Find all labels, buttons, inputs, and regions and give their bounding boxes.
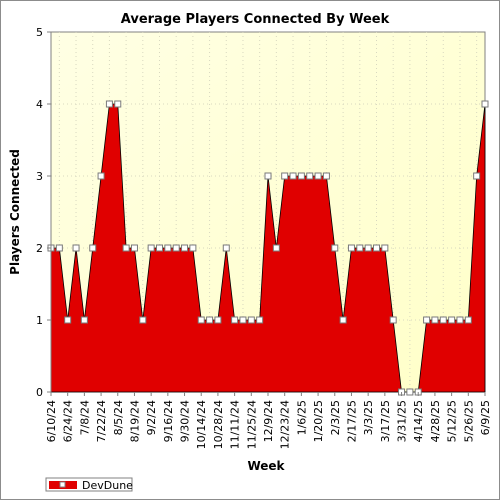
data-point-35 [339,316,347,324]
x-tick-label-20: 3/17/25 [379,400,392,442]
data-point-10 [130,244,138,252]
x-tick-label-8: 9/30/24 [179,400,192,442]
data-point-3 [72,244,80,252]
data-point-46 [431,316,439,324]
grid-lines [51,32,485,392]
data-point-4 [80,316,88,324]
x-tick-label-16: 1/20/25 [312,400,325,442]
data-point-7 [105,100,113,108]
data-point-12 [147,244,155,252]
x-tick-label-12: 11/25/24 [245,400,258,449]
x-tick-label-6: 9/2/24 [145,400,158,435]
data-point-18 [197,316,205,324]
y-tick-label-1: 1 [36,314,43,327]
x-tick-label-26: 6/9/25 [479,400,492,435]
data-point-1 [55,244,63,252]
data-point-5 [89,244,97,252]
x-tick-label-23: 4/28/25 [429,400,442,442]
chart-title: Average Players Connected By Week [121,12,390,27]
x-tick-label-19: 3/3/25 [362,400,375,435]
data-point-34 [331,244,339,252]
x-tick-label-24: 5/12/25 [446,400,459,442]
x-tick-label-22: 4/14/25 [412,400,425,442]
data-point-32 [314,172,322,180]
data-point-45 [423,316,431,324]
data-point-22 [231,316,239,324]
x-axis: 6/10/24 6/24/24 7/8/24 7/22/24 8/5/24 8/19/24… [45,392,492,449]
y-axis: 0 1 2 3 4 5 [36,26,52,399]
data-point-13 [156,244,163,252]
y-tick-label-2: 2 [36,242,43,255]
data-point-28 [281,172,289,180]
data-point-23 [239,316,247,324]
y-tick-label-5: 5 [36,26,43,39]
data-point-31 [306,172,314,180]
data-point-11 [139,316,147,324]
legend: DevDune [45,477,133,492]
series-area-devdune [50,103,486,393]
data-point-38 [364,244,372,252]
data-point-2 [64,316,72,324]
data-point-8 [114,100,122,108]
x-tick-label-0: 6/10/24 [45,400,58,442]
data-point-50 [464,316,472,324]
x-tick-label-5: 8/19/24 [128,400,141,442]
data-point-47 [439,316,447,324]
data-point-20 [214,316,222,324]
data-point-41 [389,316,397,324]
y-tick-label-0: 0 [36,386,43,399]
data-point-27 [272,244,280,252]
x-tick-label-3: 7/22/24 [95,400,108,442]
data-point-6 [97,172,105,180]
data-point-16 [181,244,189,252]
x-tick-label-1: 6/24/24 [62,400,75,442]
legend-marker [59,481,66,488]
data-point-49 [456,316,464,324]
x-tick-label-17: 2/3/25 [329,400,342,435]
data-point-9 [122,244,130,252]
x-tick-label-10: 10/28/24 [212,400,225,449]
y-tick-label-3: 3 [36,170,43,183]
data-point-39 [373,244,380,252]
y-tick-label-4: 4 [36,98,43,111]
data-point-19 [206,316,214,324]
y-axis-label: Players Connected [8,149,22,275]
data-point-15 [172,244,180,252]
data-point-40 [381,244,389,252]
data-point-51 [473,172,481,180]
data-point-29 [289,172,297,180]
data-point-43 [406,388,414,396]
data-point-25 [256,316,264,324]
data-point-36 [347,244,355,252]
x-tick-label-25: 5/26/25 [462,400,475,442]
data-point-37 [356,244,364,252]
x-tick-label-2: 7/8/24 [78,400,91,435]
x-tick-label-21: 3/31/25 [396,400,409,442]
data-point-52 [481,100,489,108]
x-tick-label-15: 1/6/25 [295,400,308,435]
x-tick-label-13: 12/9/24 [262,400,275,442]
x-tick-label-4: 8/5/24 [112,400,125,435]
data-point-24 [247,316,255,324]
data-point-14 [164,244,172,252]
series-area-layer [50,103,486,393]
x-tick-label-9: 10/14/24 [195,400,208,449]
data-point-21 [222,244,230,252]
x-tick-label-18: 2/17/25 [345,400,358,442]
data-point-33 [322,172,330,180]
data-point-48 [448,316,456,324]
data-point-30 [297,172,305,180]
data-point-26 [264,172,272,180]
data-point-17 [189,244,197,252]
x-tick-label-11: 11/11/24 [229,400,242,449]
x-tick-label-14: 12/23/24 [279,400,292,449]
x-axis-label: Week [247,459,285,473]
legend-label: DevDune [82,479,133,492]
x-tick-label-7: 9/16/24 [162,400,175,442]
